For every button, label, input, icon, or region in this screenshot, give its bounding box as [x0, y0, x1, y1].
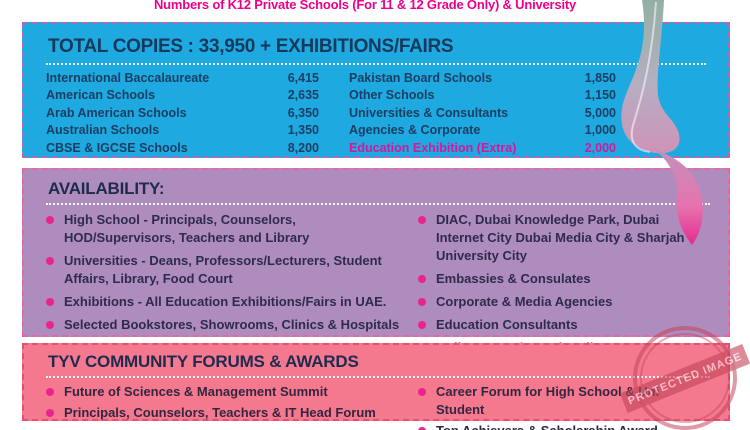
bullet-icon — [46, 216, 54, 224]
table-value: 6,350 — [287, 105, 319, 120]
divider — [46, 63, 706, 65]
bullet-icon — [46, 257, 54, 265]
list-item: Exhibitions - All Education Exhibitions/… — [46, 293, 406, 311]
bullet-icon — [418, 275, 426, 283]
bullet-icon — [46, 388, 54, 396]
table-row: Other Schools — [349, 88, 435, 103]
table-row: CBSE & IGCSE Schools — [46, 140, 188, 155]
list-item: Education Consultants — [418, 316, 710, 334]
table-value: 6,415 — [287, 71, 319, 85]
list-item: Top Achievers & Scholarship Award — [418, 422, 710, 430]
bullet-icon — [418, 298, 426, 306]
table-value: 8,200 — [287, 140, 319, 155]
table-row: Arab American Schools — [46, 105, 187, 120]
table-value-highlight: 2,000 — [584, 140, 616, 155]
community-forums-section: TYV COMMUNITY FORUMS & AWARDS Future of … — [22, 343, 730, 430]
table-row: Agencies & Corporate — [349, 123, 481, 138]
divider — [46, 160, 706, 163]
table-value: 5,000 — [584, 105, 616, 120]
total-copies-title: TOTAL COPIES : 33,950 + EXHIBITIONS/FAIR… — [48, 36, 454, 57]
availability-right-column: DIAC, Dubai Knowledge Park, Dubai Intern… — [406, 211, 710, 362]
community-left-column: Future of Sciences & Management Summit P… — [46, 383, 406, 430]
list-item: Corporate & Media Agencies — [418, 293, 710, 311]
list-item: DIAC, Dubai Knowledge Park, Dubai Intern… — [418, 211, 710, 265]
copies-table: International Baccalaureate 6,415 Pakist… — [46, 70, 706, 156]
bullet-icon — [46, 298, 54, 306]
table-value: 2,635 — [287, 88, 319, 103]
table-row: Australian Schools — [46, 123, 160, 138]
bullet-icon — [418, 427, 426, 430]
list-item: Embassies & Consulates — [418, 270, 710, 288]
list-item: Future of Sciences & Management Summit — [46, 383, 406, 401]
table-value: 1,350 — [287, 123, 319, 138]
list-item: Career Forum for High School & Uni Stude… — [418, 383, 710, 419]
availability-title: AVAILABILITY: — [48, 179, 165, 198]
list-item: Selected Bookstores, Showrooms, Clinics … — [46, 316, 406, 334]
bullet-icon — [418, 388, 426, 396]
list-item: Principals, Counselors, Teachers & IT He… — [46, 404, 406, 422]
list-item: Universities - Deans, Professors/Lecture… — [46, 252, 406, 288]
divider — [46, 376, 710, 378]
community-title: TYV COMMUNITY FORUMS & AWARDS — [48, 352, 359, 371]
total-copies-section: TOTAL COPIES : 33,950 + EXHIBITIONS/FAIR… — [22, 22, 730, 163]
page-subtitle: Numbers of K12 Private Schools (For 11 &… — [153, 0, 577, 12]
table-value: 1,150 — [584, 88, 616, 103]
list-item: High School - Principals, Counselors, HO… — [46, 211, 406, 247]
availability-left-column: High School - Principals, Counselors, HO… — [46, 211, 406, 362]
bullet-icon — [46, 321, 54, 329]
table-row-highlight: Education Exhibition (Extra) — [349, 140, 517, 155]
table-row: International Baccalaureate — [46, 71, 210, 85]
bullet-icon — [418, 321, 426, 329]
community-right-column: Career Forum for High School & Uni Stude… — [406, 383, 710, 430]
bullet-icon — [418, 216, 426, 224]
divider — [46, 203, 710, 205]
table-row: Pakistan Board Schools — [349, 71, 493, 85]
table-row: American Schools — [46, 88, 156, 103]
table-row: Universities & Consultants — [349, 105, 509, 120]
table-value: 1,850 — [584, 71, 616, 85]
table-value: 1,000 — [584, 123, 616, 138]
availability-section: AVAILABILITY: High School - Principals, … — [22, 168, 730, 355]
bullet-icon — [46, 409, 54, 417]
